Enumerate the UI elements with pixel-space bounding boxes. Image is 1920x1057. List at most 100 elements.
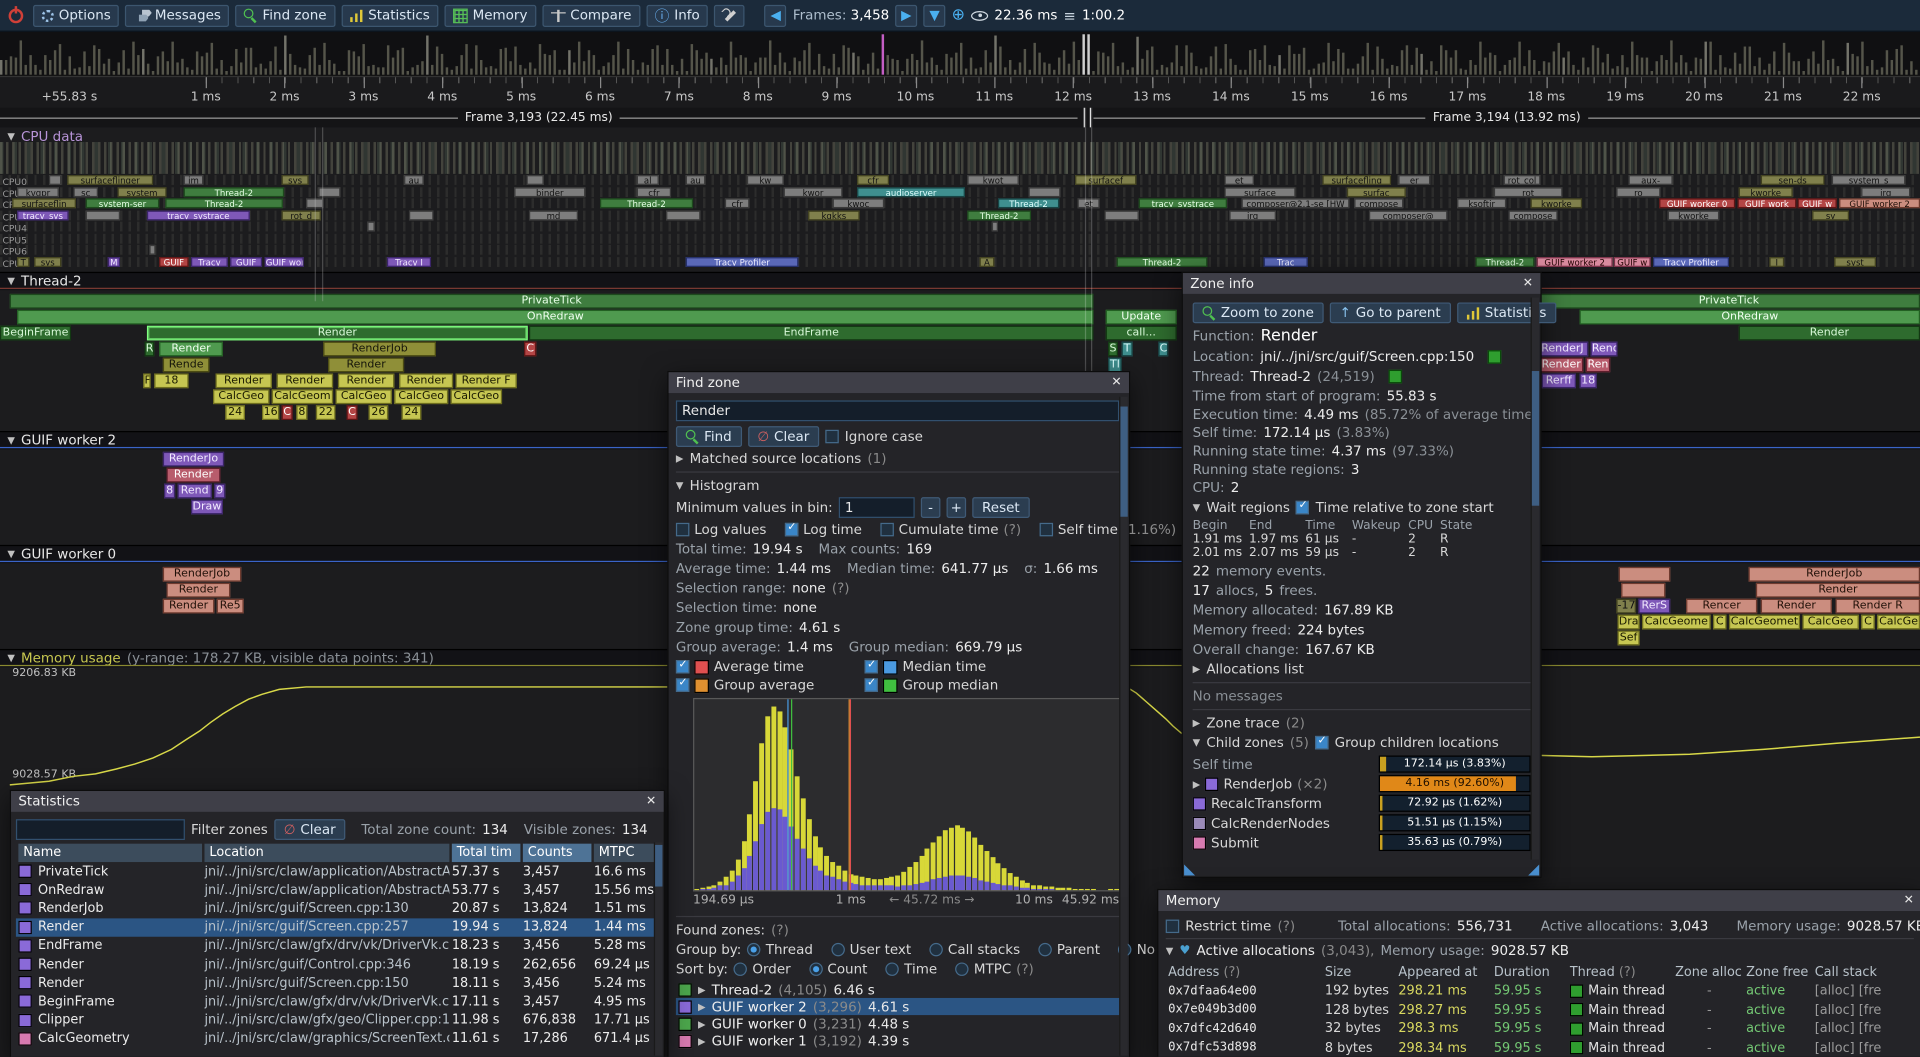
frame-bar[interactable] <box>1748 46 1752 75</box>
cpu-zone[interactable]: compose <box>1354 198 1404 209</box>
call-stack-alloc-link[interactable]: [alloc] <box>1814 1021 1859 1037</box>
timeline-zone[interactable]: Rend <box>177 483 212 499</box>
found-zone-group[interactable]: ▶ GUIF worker 0 (3,231) 4.48 s <box>676 1015 1122 1032</box>
expand-arrow-icon[interactable]: ▶ <box>697 983 706 995</box>
timeline-zone[interactable]: RenderJ <box>1536 341 1589 357</box>
option-self-time[interactable]: Self time (1.16%) <box>1039 522 1176 538</box>
option-log-values[interactable]: Log values <box>675 522 766 538</box>
frame-bar[interactable] <box>1846 42 1849 75</box>
timeline-zone[interactable]: CalcGeo <box>213 389 270 405</box>
frame-bar[interactable] <box>1067 64 1071 75</box>
timeline-zone[interactable]: CalcGeo <box>1802 614 1859 630</box>
cpu-zone[interactable]: binder <box>514 186 586 197</box>
frame-bar[interactable] <box>994 35 997 75</box>
frame-bar[interactable] <box>1743 46 1747 75</box>
frame-bar[interactable] <box>891 58 894 75</box>
frame-bar[interactable] <box>587 50 591 75</box>
crosshair-icon[interactable]: ⊕ <box>951 6 966 25</box>
frame-bar[interactable] <box>1190 52 1193 75</box>
cpu-zone[interactable]: tracy_systrace <box>146 210 250 220</box>
frame-bar[interactable] <box>1498 70 1502 75</box>
wait-column-begin[interactable]: Begin <box>1192 519 1228 533</box>
frame-bar[interactable] <box>773 65 777 75</box>
cpu-zone[interactable]: kworke <box>1667 210 1720 220</box>
frame-bar[interactable] <box>764 57 767 75</box>
frame-bar[interactable] <box>1655 61 1658 75</box>
frame-bar[interactable] <box>989 62 992 75</box>
frame-bar[interactable] <box>450 70 454 75</box>
frame-bar[interactable] <box>235 48 238 75</box>
wait-column-end[interactable]: End <box>1248 519 1273 533</box>
frame-bar[interactable] <box>440 53 444 75</box>
frame-bar[interactable] <box>1694 56 1698 75</box>
frame-bar[interactable] <box>1111 43 1115 75</box>
frame-bar[interactable] <box>1214 45 1218 75</box>
histogram-plot[interactable] <box>693 697 1122 892</box>
radio-user-text[interactable]: User text <box>831 942 911 958</box>
frame-bar[interactable] <box>205 53 209 75</box>
cpu-zone[interactable] <box>85 210 121 220</box>
found-zone-group[interactable]: ▶ GUIF worker 1 (3,192) 4.39 s <box>676 1032 1122 1049</box>
timeline-zone[interactable]: CalcGeo <box>394 389 449 405</box>
frame-bar[interactable] <box>1410 64 1414 75</box>
frame-bar[interactable] <box>1875 69 1879 75</box>
timeline-zone[interactable]: CalcGeo <box>450 389 503 405</box>
frame-bar[interactable] <box>1371 69 1374 75</box>
frame-bar[interactable] <box>695 50 698 75</box>
frame-bar[interactable] <box>161 52 165 75</box>
memory-titlebar[interactable]: Memory ✕ <box>1158 890 1920 912</box>
frame-bar[interactable] <box>58 43 62 75</box>
timeline-zone[interactable]: 22 <box>315 405 336 421</box>
frame-bar[interactable] <box>44 55 47 75</box>
frame-bar[interactable] <box>1239 69 1242 75</box>
frame-bar[interactable] <box>230 66 233 75</box>
frame-bar[interactable] <box>1758 57 1761 75</box>
frame-bar[interactable] <box>1586 67 1590 75</box>
frame-bar[interactable] <box>533 68 537 75</box>
call-stack-alloc-link[interactable]: [alloc] <box>1814 1040 1859 1056</box>
cpu-zone[interactable]: I <box>1769 256 1785 267</box>
frame-bar[interactable] <box>48 60 52 75</box>
cpu-zone[interactable]: sen-ds <box>1760 175 1825 185</box>
frame-bar[interactable] <box>886 54 889 75</box>
frame-bar[interactable] <box>367 66 370 75</box>
frame-bar[interactable] <box>1366 43 1369 75</box>
frame-bar[interactable] <box>431 65 434 75</box>
cpu-zone[interactable]: Tracy Profiler <box>1653 256 1729 267</box>
timeline-zone[interactable]: R <box>144 341 155 357</box>
frame-bar[interactable] <box>445 67 449 75</box>
cpu-zone[interactable]: ksoftir <box>1457 198 1507 209</box>
timeline-zone[interactable]: 8 <box>164 483 176 499</box>
cpu-zone[interactable]: tracy_sys <box>17 210 69 220</box>
frame-bar[interactable] <box>1288 45 1291 75</box>
frame-bar[interactable] <box>112 70 116 75</box>
frame-bar[interactable] <box>602 66 605 75</box>
frame-bar[interactable] <box>1640 57 1644 75</box>
frame-bar[interactable] <box>641 61 645 75</box>
frame-bar[interactable] <box>171 41 174 75</box>
min-bin-decrement-button[interactable]: - <box>920 497 941 518</box>
checkbox[interactable] <box>675 659 690 674</box>
alloc-call-stack[interactable]: [alloc] [fre <box>1815 984 1903 999</box>
cpu-zone[interactable]: GUIF <box>230 256 263 267</box>
frame-bar[interactable] <box>940 70 943 75</box>
frame-bar[interactable] <box>1077 59 1081 75</box>
frame-bar[interactable] <box>1200 68 1203 75</box>
timeline-zone[interactable]: RerS <box>1638 598 1671 614</box>
collapse-arrow-icon[interactable]: ▼ <box>7 275 15 287</box>
frame-marker-right[interactable]: Frame 3,194 (13.92 ms) <box>1093 108 1920 128</box>
legend-item-group-median[interactable]: Group median <box>864 677 1048 693</box>
timeline-zone[interactable]: Render <box>399 373 454 389</box>
cpu-zone[interactable]: Thread-2 <box>967 210 1032 220</box>
frame-bar[interactable] <box>1136 36 1139 75</box>
frame-bar[interactable] <box>1645 57 1649 75</box>
stats-column-header-total-tim[interactable]: Total tim <box>451 843 521 863</box>
frame-bar[interactable] <box>857 56 860 75</box>
timeline-zone[interactable]: CalcGeome <box>1642 614 1711 630</box>
frame-bar[interactable] <box>1890 59 1894 75</box>
cpu-zone[interactable]: al <box>636 175 659 185</box>
stats-table-row[interactable]: Render jni/../jni/src/guif/Screen.cpp:150… <box>16 974 659 993</box>
frame-bar[interactable] <box>1684 62 1688 75</box>
frame-bar[interactable] <box>1160 64 1164 75</box>
frame-bar[interactable] <box>1689 70 1693 75</box>
